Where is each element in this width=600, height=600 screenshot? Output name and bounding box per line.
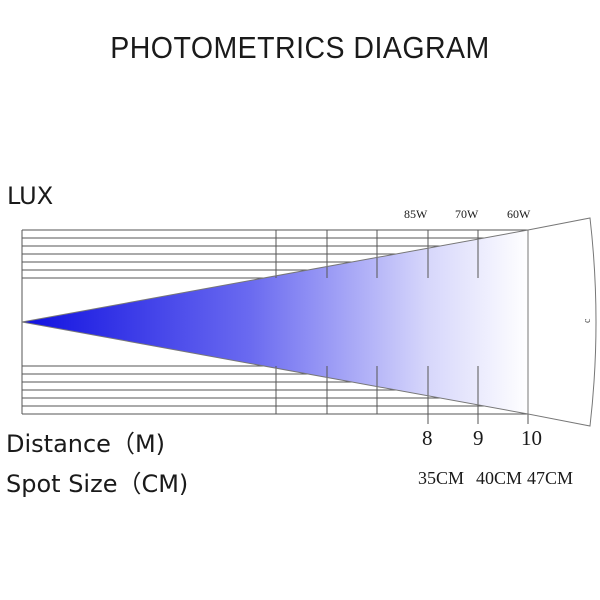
spot-size-35cm: 35CM xyxy=(418,468,465,488)
distance-value-8: 8 xyxy=(422,426,433,450)
grid-vertical-lines xyxy=(275,230,529,424)
projection-mark: c xyxy=(582,318,593,323)
projection-outline xyxy=(527,217,597,427)
spot-size-40cm: 40CM xyxy=(476,468,523,488)
spot-size-47cm: 47CM xyxy=(527,468,574,488)
diagram-title: PHOTOMETRICS DIAGRAM xyxy=(110,30,490,65)
lux-label: LUX xyxy=(7,182,54,210)
distance-axis-label: Distance（M) xyxy=(6,430,166,458)
distance-value-10: 10 xyxy=(521,426,542,450)
watt-label-60w: 60W xyxy=(507,207,531,221)
distance-value-9: 9 xyxy=(473,426,484,450)
beam-outline xyxy=(21,217,597,427)
beam-cone xyxy=(22,230,528,414)
watt-label-85w: 85W xyxy=(404,207,428,221)
spot-size-axis-label: Spot Size（CM) xyxy=(6,470,189,498)
watt-label-70w: 70W xyxy=(455,207,479,221)
